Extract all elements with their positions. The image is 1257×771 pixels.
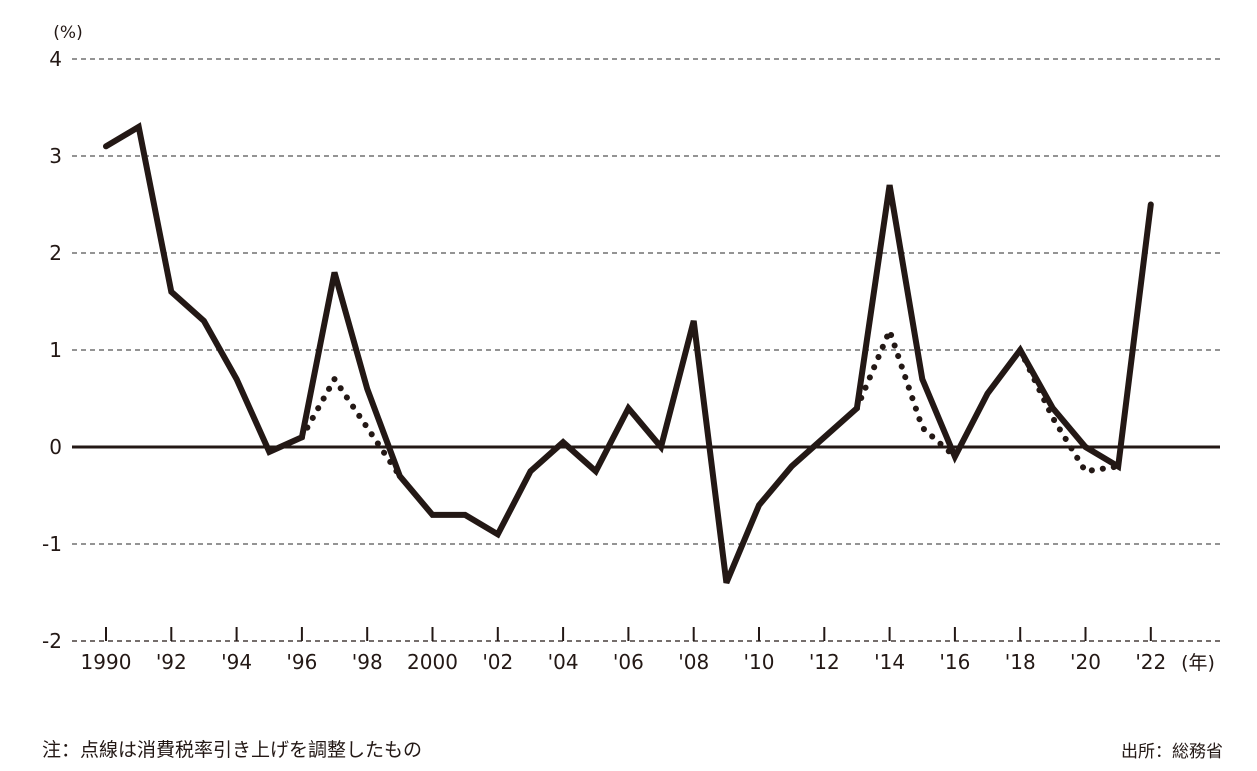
adjusted-series-line (1017, 347, 1122, 475)
x-tick-label: '18 (1005, 650, 1036, 674)
x-tick-label: '02 (482, 650, 513, 674)
y-tick-label: -2 (42, 629, 62, 653)
x-tick-label: 1990 (81, 650, 132, 674)
x-tick-label: '12 (809, 650, 840, 674)
source-label: 出所：総務省 (1121, 742, 1223, 762)
y-tick-label: 0 (49, 435, 62, 459)
footnote: 注：点線は消費税率引き上げを調整したもの (42, 739, 423, 761)
x-axis: 1990 '92 '94 '96 '98 2000 '02 '04 '06 '08 '10 '12 '1… (72, 627, 1220, 674)
x-tick-label: '06 (613, 650, 644, 674)
x-tick-label: 2000 (407, 650, 458, 674)
x-tick-label: '20 (1070, 650, 1101, 674)
main-series-line (103, 122, 1154, 584)
adjusted-series-line (853, 322, 958, 460)
x-tick-label: '08 (678, 650, 709, 674)
x-tick-label: '98 (352, 650, 383, 674)
line-chart: (%) (年) -2 -1 0 1 2 3 4 1990 '92 '94 '96 '98 2000 '0… (42, 23, 1220, 674)
y-tick-label: -1 (42, 532, 62, 556)
y-tick-label: 2 (49, 241, 62, 265)
y-tick-label: 1 (49, 338, 62, 362)
x-unit-label: (年) (1181, 652, 1215, 674)
y-unit-label: (%) (53, 23, 82, 43)
data-series (103, 122, 1154, 584)
x-tick-label: '94 (221, 650, 252, 674)
y-tick-label: 3 (49, 144, 62, 168)
x-tick-label: '10 (744, 650, 775, 674)
y-axis-tick-labels: -2 -1 0 1 2 3 4 (42, 47, 62, 653)
x-tick-label: '96 (286, 650, 317, 674)
x-tick-label: '14 (874, 650, 905, 674)
x-tick-label: '04 (548, 650, 579, 674)
x-tick-label: '16 (939, 650, 970, 674)
y-tick-label: 4 (49, 47, 62, 71)
x-tick-label: '22 (1135, 650, 1166, 674)
x-tick-label: '92 (156, 650, 187, 674)
adjusted-series-line (298, 373, 403, 480)
gridlines (72, 58, 1220, 545)
